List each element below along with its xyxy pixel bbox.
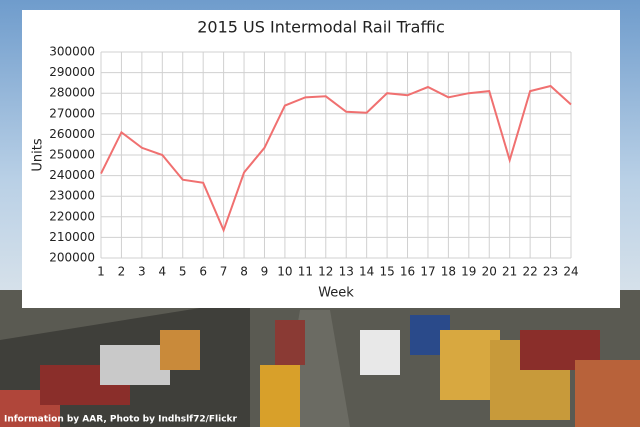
- x-tick-label: 19: [461, 265, 476, 279]
- x-tick-label: 15: [379, 265, 394, 279]
- x-tick-label: 7: [220, 265, 228, 279]
- line-series: [100, 84, 572, 233]
- credit: Information by AAR, Photo by Indhslf72/F…: [4, 415, 238, 425]
- y-tick-label: 290000: [49, 65, 95, 79]
- y-tick-label: 260000: [49, 127, 95, 141]
- y-tick-label: 220000: [49, 209, 95, 223]
- x-tick-label: 22: [522, 265, 537, 279]
- x-tick-label: 5: [179, 265, 187, 279]
- y-tick-label: 300000: [49, 45, 95, 59]
- x-tick-label: 12: [318, 265, 333, 279]
- x-tick-label: 10: [277, 265, 292, 279]
- x-tick-label: 4: [158, 265, 166, 279]
- x-axis-label: Week: [318, 286, 354, 301]
- x-tick-label: 20: [482, 265, 497, 279]
- chart-title: 2015 US Intermodal Rail Traffic: [197, 18, 445, 37]
- y-tick-label: 230000: [49, 189, 95, 203]
- y-tick-label: 240000: [49, 168, 95, 182]
- x-tick-label: 23: [543, 265, 558, 279]
- y-tick-label: 200000: [49, 251, 95, 265]
- x-tick-label: 21: [502, 265, 517, 279]
- x-tick-label: 14: [359, 265, 374, 279]
- y-tick-label: 210000: [49, 230, 95, 244]
- x-tick-label: 6: [199, 265, 207, 279]
- x-tick-label: 3: [138, 265, 146, 279]
- x-tick-label: 13: [339, 265, 354, 279]
- y-tick-label: 270000: [49, 106, 95, 120]
- y-axis-label: Units: [31, 138, 46, 171]
- x-tick-label: 8: [240, 265, 248, 279]
- x-tick-label: 17: [420, 265, 435, 279]
- y-tick-label: 280000: [49, 86, 95, 100]
- x-tick-label: 9: [261, 265, 269, 279]
- x-tick-label: 16: [400, 265, 415, 279]
- x-tick-label: 1: [97, 265, 105, 279]
- y-tick-label: 250000: [49, 148, 95, 162]
- x-tick-label: 18: [441, 265, 456, 279]
- x-tick-label: 24: [563, 265, 578, 279]
- x-tick-label: 11: [298, 265, 313, 279]
- x-tick-label: 2: [118, 265, 126, 279]
